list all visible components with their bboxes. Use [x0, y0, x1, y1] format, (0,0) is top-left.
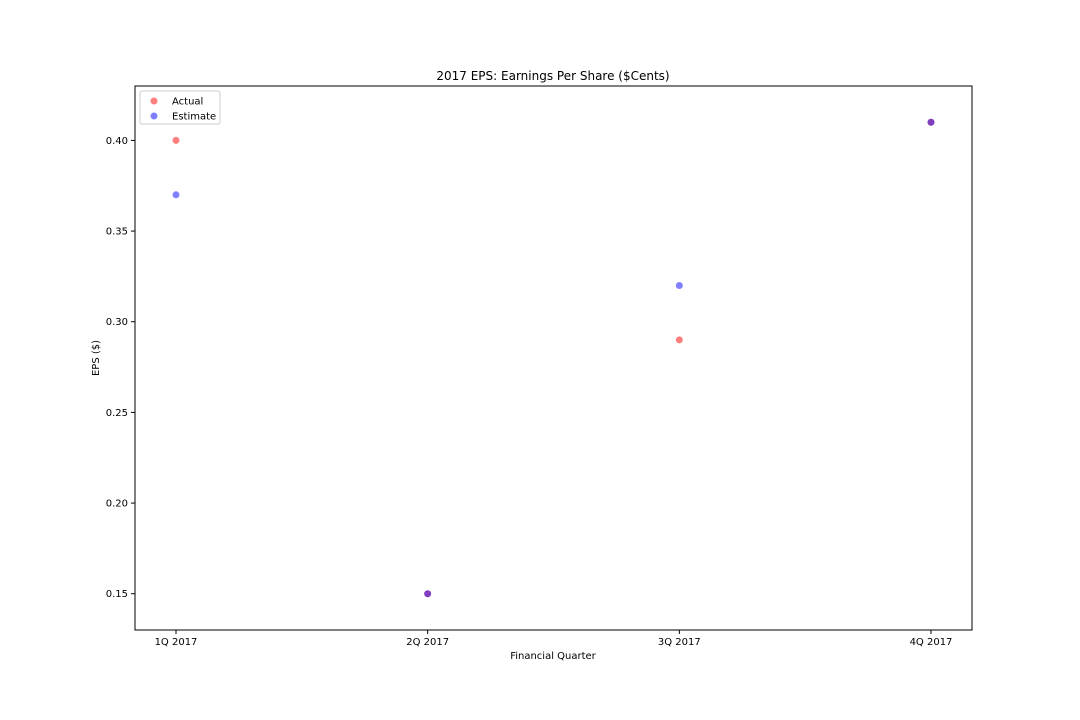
- point-estimate-1: [172, 191, 180, 199]
- y-tick-label: 0.40: [106, 136, 128, 147]
- point-estimate-4: [927, 118, 935, 126]
- x-axis: 1Q 2017 2Q 2017 3Q 2017 4Q 2017: [155, 630, 953, 648]
- point-actual-3: [675, 336, 683, 344]
- x-tick-label: 4Q 2017: [910, 637, 953, 648]
- legend-marker-actual: [150, 97, 158, 105]
- point-estimate-3: [675, 281, 683, 289]
- point-estimate-2: [424, 590, 432, 598]
- x-tick-label: 3Q 2017: [658, 637, 701, 648]
- y-axis: 0.15 0.20 0.25 0.30 0.35 0.40: [106, 136, 135, 600]
- legend-label-estimate: Estimate: [172, 112, 216, 123]
- point-actual-1: [172, 136, 180, 144]
- x-tick-label: 2Q 2017: [406, 637, 449, 648]
- legend-box: [139, 90, 221, 125]
- chart-title: 2017 EPS: Earnings Per Share ($Cents): [436, 69, 669, 83]
- y-tick-label: 0.20: [106, 499, 128, 510]
- legend: Actual Estimate: [139, 90, 221, 125]
- y-tick-label: 0.30: [106, 317, 128, 328]
- x-tick-label: 1Q 2017: [155, 637, 198, 648]
- plot-area: [134, 85, 973, 631]
- legend-label-actual: Actual: [172, 97, 203, 108]
- y-tick-label: 0.15: [106, 589, 128, 600]
- data-points: [172, 118, 935, 598]
- x-axis-label: Financial Quarter: [510, 651, 596, 662]
- y-tick-label: 0.25: [106, 408, 128, 419]
- y-tick-label: 0.35: [106, 227, 128, 238]
- legend-marker-estimate: [150, 112, 158, 120]
- y-axis-label: EPS ($): [91, 340, 102, 376]
